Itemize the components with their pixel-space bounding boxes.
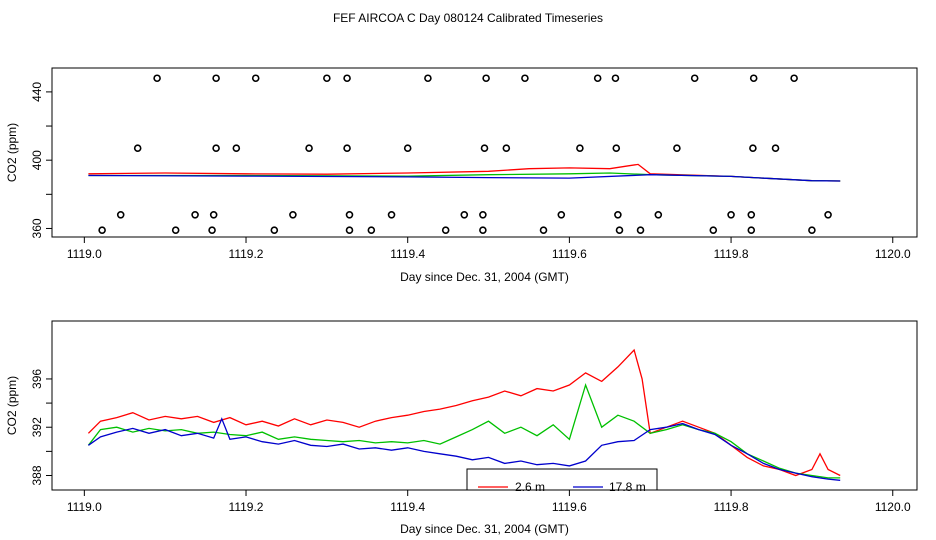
calibration-point [690,74,699,83]
calibration-point [460,211,469,219]
calibration-point [343,74,351,83]
bottom-series-4-6-mline [87,382,841,479]
top-y-tick-label: 440 [30,82,44,102]
top-x-axis-label: Day since Dec. 31, 2004 (GMT) [400,270,569,284]
calibration-point [98,226,106,234]
calibration-point [171,226,180,234]
top-axis-ticks: 1119.0 1119.2 1119.4 1119.6 1119.8 1120.0 360 4… [30,82,911,261]
calibration-point [403,144,412,153]
calibration-point [251,74,260,83]
top-x-tick-label: 1119.8 [714,247,749,261]
calibration-point [479,226,487,234]
bottom-x-axis-label: Day since Dec. 31, 2004 (GMT) [400,522,569,536]
calibration-point [747,211,756,219]
bottom-series-17-8-mline [88,417,841,481]
calibration-point [771,144,780,153]
calibration-point [387,211,396,219]
calibration-point [270,226,279,234]
calibration-point [593,74,602,83]
calibration-point [576,144,584,153]
calibration-point [808,226,816,234]
calibration-point [367,226,376,234]
calibration-point [612,144,621,153]
bottom-y-tick-label: 392 [30,417,44,437]
calibration-point [345,211,354,219]
bottom-plot-frame [51,320,918,491]
calibration-point [345,226,354,234]
calibration-point [480,144,489,153]
calibration-point [479,211,487,219]
calibration-point [212,74,220,83]
bottom-axis-ticks: 1119.0 1119.2 1119.4 1119.6 1119.8 1120.0 388 3… [30,369,911,514]
calibration-point [747,226,756,234]
calibration-point [673,144,681,153]
calibration-point [709,226,718,234]
calibration-point [611,74,620,83]
bottom-x-tick-label: 1119.8 [714,500,749,514]
top-y-axis-label: CO2 (ppm) [5,123,19,182]
calibration-point [557,211,566,219]
top-series-2-6-mline [88,163,841,182]
top-x-tick-label: 1119.4 [390,247,425,261]
calibration-point [232,144,241,153]
top-x-tick-label: 1119.6 [552,247,587,261]
bottom-x-tick-label: 1119.4 [390,500,425,514]
top-x-tick-label: 1119.2 [229,247,264,261]
legend-label-2-6m: 2.6 m [515,480,545,494]
calibration-point [305,144,313,153]
bottom-x-tick-label: 1119.0 [67,500,102,514]
top-calibration-points [98,74,832,234]
calibration-point [441,226,450,234]
bottom-panel: 1119.0 1119.2 1119.4 1119.6 1119.8 1120.0 388 3… [5,320,918,536]
top-series-17-8-mline [88,174,841,182]
bottom-y-tick-label: 388 [30,465,44,485]
calibration-point [614,211,622,219]
calibration-point [539,226,548,234]
calibration-point [212,144,220,153]
calibration-point [615,226,624,234]
calibration-point [289,211,297,219]
legend-label-17-8m: 17.8 m [609,480,646,494]
bottom-y-tick-label: 396 [30,369,44,389]
top-series-lines [88,163,841,182]
calibration-point [654,211,663,219]
calibration-point [153,74,161,83]
calibration-point [824,211,832,219]
bottom-series-2-6-mline [87,348,841,477]
bottom-x-tick-label: 1119.2 [229,500,264,514]
calibration-point [727,211,735,219]
figure-title: FEF AIRCOA C Day 080124 Calibrated Times… [333,11,603,25]
legend: 2.6 m 17.8 m [466,468,658,494]
calibration-point [191,211,199,219]
calibration-point [502,144,511,153]
calibration-point [790,74,798,83]
bottom-x-tick-label: 1120.0 [875,500,911,514]
top-y-tick-label: 360 [30,218,44,238]
top-y-tick-label: 400 [30,150,44,170]
calibration-point [521,74,529,83]
calibration-point [424,74,432,83]
bottom-series-lines [87,348,841,481]
top-x-tick-label: 1119.0 [67,247,102,261]
legend-box [466,468,658,491]
calibration-point [323,74,331,83]
calibration-point [482,74,490,83]
calibration-point [749,74,758,83]
calibration-point [116,211,125,219]
calibration-point [133,144,142,153]
calibration-point [208,226,216,234]
bottom-x-tick-label: 1119.6 [552,500,587,514]
top-x-tick-label: 1120.0 [875,247,911,261]
calibration-point [209,211,218,219]
calibration-point [749,144,757,153]
bottom-y-axis-label: CO2 (ppm) [5,376,19,435]
calibration-point [636,226,645,234]
top-panel: 1119.0 1119.2 1119.4 1119.6 1119.8 1120.0 360 4… [5,67,918,284]
top-plot-frame [51,67,918,238]
calibration-point [343,144,351,153]
